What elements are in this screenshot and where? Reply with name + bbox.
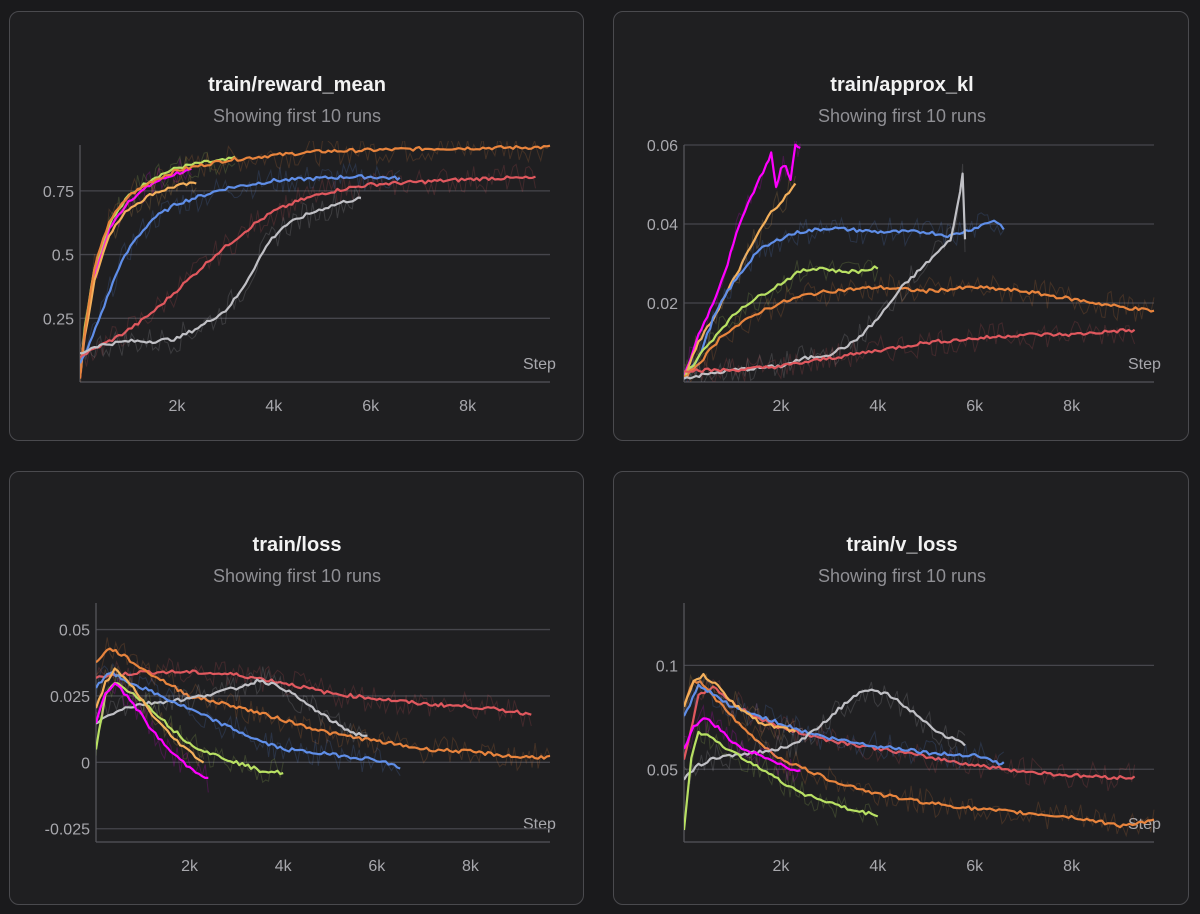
- series-raw-blue: [684, 673, 1005, 770]
- series-line-blue[interactable]: [96, 670, 401, 770]
- chart-subtitle: Showing first 10 runs: [213, 106, 381, 126]
- series-raw-red: [96, 657, 532, 727]
- chart-title: train/v_loss: [846, 534, 957, 556]
- y-tick-label: 0.25: [43, 311, 74, 328]
- series-line-green[interactable]: [684, 730, 879, 831]
- x-tick-label: 8k: [459, 398, 477, 415]
- series-line-green[interactable]: [96, 682, 284, 776]
- series-raw-gray: [684, 681, 966, 785]
- series-line-red[interactable]: [96, 669, 532, 716]
- plot-area: 0.02 0.04 0.06 2k 4k 6k 8k: [647, 138, 1154, 415]
- x-tick-label: 2k: [168, 398, 186, 415]
- x-tick-label: 4k: [869, 858, 887, 875]
- y-tick-label: 0.02: [647, 296, 678, 313]
- series-group: [80, 141, 551, 382]
- series-raw-orange: [684, 273, 1155, 382]
- y-tick-label: 0: [81, 755, 90, 772]
- chart-subtitle: Showing first 10 runs: [818, 566, 986, 586]
- chart-v-loss: train/v_loss Showing first 10 runs Step …: [647, 534, 1161, 875]
- series-line-orange[interactable]: [80, 144, 551, 379]
- chart-title: train/loss: [253, 534, 342, 556]
- x-tick-label: 8k: [462, 858, 480, 875]
- series-group: [96, 637, 551, 793]
- series-raw-red: [686, 320, 1136, 382]
- series-line-orange[interactable]: [684, 679, 1155, 829]
- series-group: [684, 672, 1155, 838]
- y-tick-label: 0.025: [50, 689, 90, 706]
- x-tick-label: 2k: [181, 858, 199, 875]
- series-line-magenta[interactable]: [684, 717, 801, 773]
- y-tick-label: 0.5: [52, 248, 74, 265]
- series-line-magenta[interactable]: [80, 167, 192, 379]
- series-line-gray[interactable]: [684, 688, 966, 781]
- x-tick-label: 6k: [966, 858, 984, 875]
- y-tick-label: -0.025: [45, 822, 90, 839]
- chart-panel-approx-kl[interactable]: train/approx_kl Showing first 10 runs St…: [613, 11, 1189, 441]
- series-line-blue[interactable]: [80, 174, 401, 364]
- x-tick-label: 6k: [362, 398, 380, 415]
- y-tick-label: 0.04: [647, 217, 678, 234]
- chart-panel-reward-mean[interactable]: train/reward_mean Showing first 10 runs …: [9, 11, 584, 441]
- series-raw-blue: [96, 662, 401, 776]
- series-raw-gray: [684, 163, 966, 382]
- x-tick-label: 2k: [772, 398, 790, 415]
- x-tick-label: 4k: [265, 398, 283, 415]
- series-line-orange[interactable]: [96, 647, 551, 760]
- x-tick-label: 2k: [772, 858, 790, 875]
- x-axis-label: Step: [523, 816, 556, 833]
- series-line-blue[interactable]: [684, 219, 1005, 380]
- series-group: [684, 141, 1155, 382]
- series-line-red[interactable]: [80, 175, 536, 359]
- series-line-gray[interactable]: [80, 196, 362, 355]
- y-tick-label: 0.1: [656, 658, 678, 675]
- series-line-green[interactable]: [684, 265, 879, 379]
- plot-area: -0.025 0 0.025 0.05 2k 4k 6k 8k: [45, 603, 550, 875]
- series-line-gray[interactable]: [96, 678, 368, 737]
- chart-loss: train/loss Showing first 10 runs Step -0…: [45, 534, 556, 875]
- series-line-magenta[interactable]: [96, 682, 209, 779]
- y-tick-label: 0.05: [647, 762, 678, 779]
- series-line-yellow[interactable]: [96, 667, 205, 764]
- y-tick-label: 0.75: [43, 184, 74, 201]
- series-line-yellow[interactable]: [80, 181, 197, 378]
- chart-approx-kl: train/approx_kl Showing first 10 runs St…: [647, 74, 1161, 415]
- chart-subtitle: Showing first 10 runs: [818, 106, 986, 126]
- chart-title: train/approx_kl: [830, 74, 973, 96]
- x-axis-label: Step: [1128, 356, 1161, 373]
- x-tick-label: 4k: [869, 398, 887, 415]
- chart-reward-mean: train/reward_mean Showing first 10 runs …: [43, 74, 556, 415]
- chart-subtitle: Showing first 10 runs: [213, 566, 381, 586]
- series-raw-yellow: [684, 175, 796, 381]
- x-tick-label: 4k: [275, 858, 293, 875]
- plot-area: 0.05 0.1 2k 4k 6k 8k: [647, 603, 1154, 875]
- y-tick-label: 0.06: [647, 138, 678, 155]
- series-raw-red: [80, 163, 536, 367]
- series-raw-orange: [684, 679, 1155, 838]
- series-raw-magenta: [96, 677, 209, 793]
- chart-panel-loss[interactable]: train/loss Showing first 10 runs Step -0…: [9, 471, 584, 905]
- series-line-yellow[interactable]: [684, 672, 797, 733]
- chart-panel-v-loss[interactable]: train/v_loss Showing first 10 runs Step …: [613, 471, 1189, 905]
- series-line-magenta[interactable]: [684, 143, 801, 378]
- x-tick-label: 8k: [1063, 858, 1081, 875]
- plot-area: 0.25 0.5 0.75 2k 4k 6k 8k: [43, 145, 550, 415]
- series-line-blue[interactable]: [684, 683, 1005, 766]
- series-line-orange[interactable]: [684, 284, 1155, 378]
- series-line-yellow[interactable]: [684, 182, 797, 379]
- series-raw-green: [684, 259, 879, 377]
- x-tick-label: 6k: [368, 858, 386, 875]
- series-raw-blue: [684, 212, 1005, 382]
- chart-title: train/reward_mean: [208, 74, 386, 96]
- series-line-gray[interactable]: [684, 172, 967, 380]
- series-raw-orange: [96, 637, 551, 772]
- series-line-red[interactable]: [684, 685, 1136, 781]
- x-tick-label: 8k: [1063, 398, 1081, 415]
- x-tick-label: 6k: [966, 398, 984, 415]
- series-line-red[interactable]: [684, 328, 1136, 373]
- x-axis-label: Step: [523, 356, 556, 373]
- y-tick-label: 0.05: [59, 623, 90, 640]
